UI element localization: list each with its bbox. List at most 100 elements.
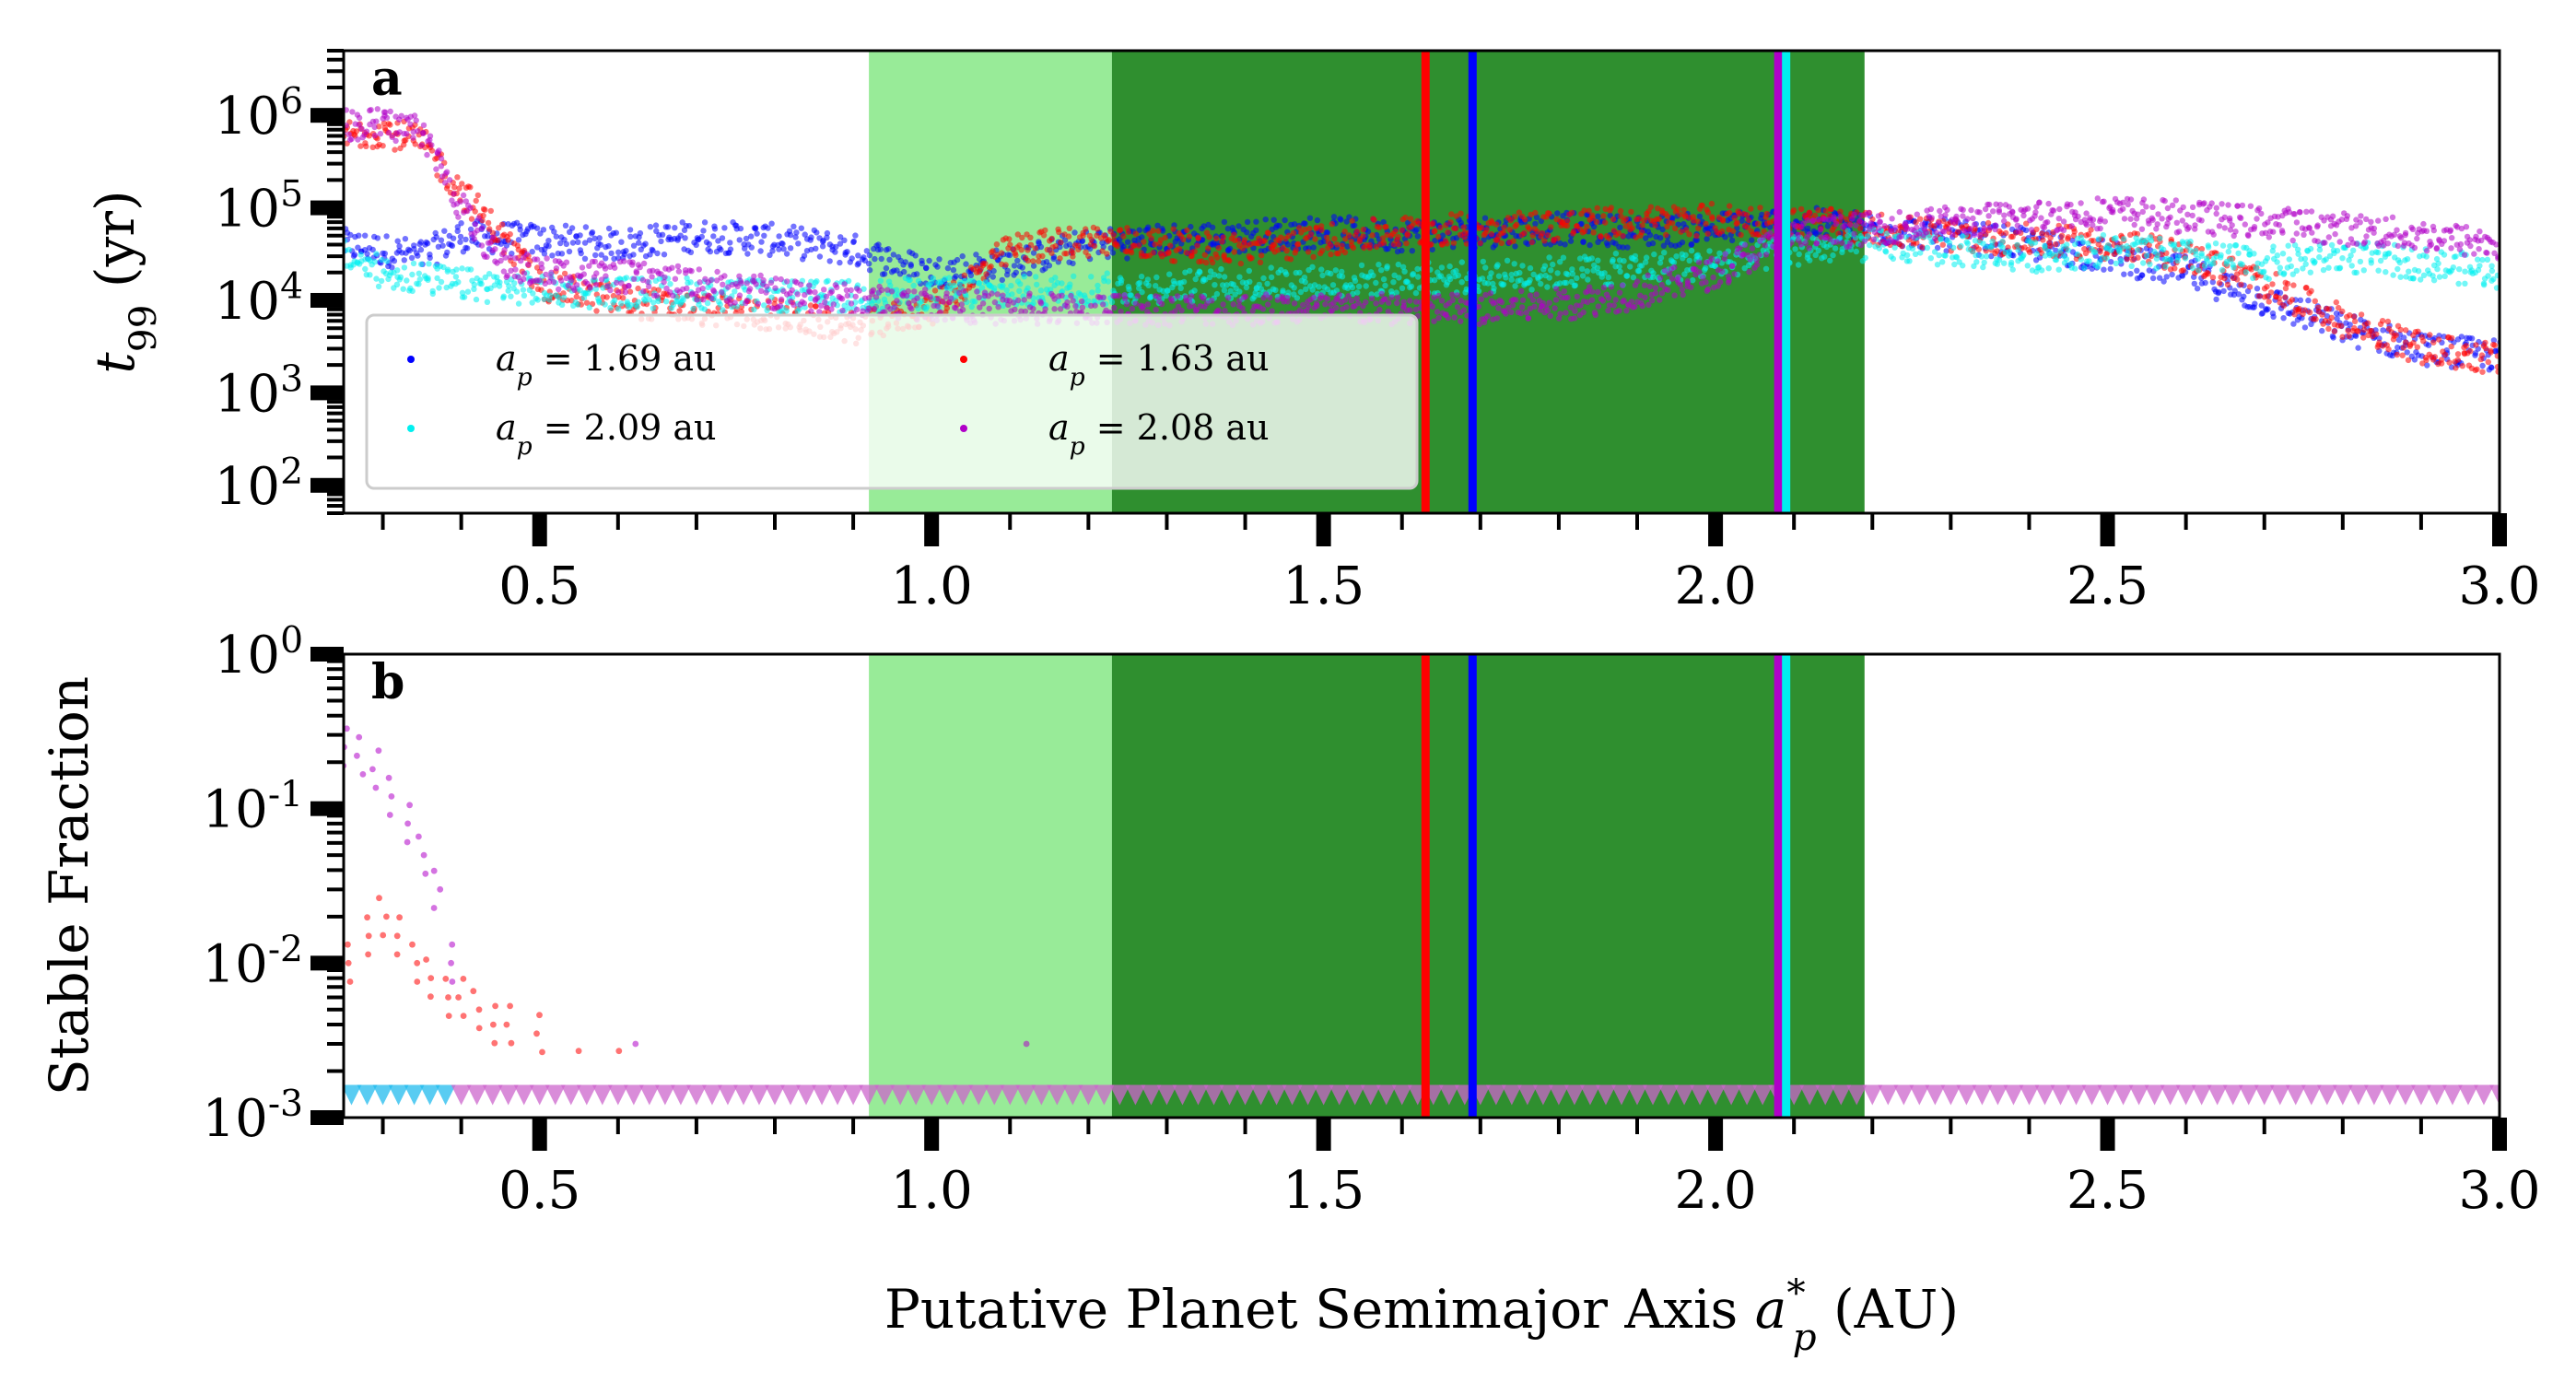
data-point <box>1390 279 1397 286</box>
data-point <box>2493 285 2500 291</box>
data-point <box>983 271 989 277</box>
data-point <box>1584 223 1590 230</box>
data-point <box>1227 287 1234 294</box>
data-point <box>385 129 392 136</box>
data-point <box>2395 336 2403 344</box>
data-point <box>1867 241 1873 249</box>
data-point <box>2042 252 2049 259</box>
data-point <box>2064 241 2070 248</box>
data-point <box>1014 257 1021 264</box>
data-point <box>2079 239 2087 245</box>
data-point <box>429 287 436 295</box>
data-point <box>1042 265 1048 272</box>
data-point <box>1651 251 1657 258</box>
data-point <box>2085 240 2091 247</box>
data-point <box>1310 294 1317 301</box>
data-point <box>1164 287 1171 294</box>
data-point <box>376 123 382 130</box>
data-point <box>814 295 821 301</box>
data-point <box>379 256 385 264</box>
data-point <box>1017 281 1024 287</box>
data-point <box>2293 267 2300 275</box>
data-point <box>1407 298 1413 304</box>
data-point <box>1382 282 1388 289</box>
data-point <box>816 253 824 260</box>
data-point <box>813 245 819 252</box>
data-point <box>369 144 376 150</box>
data-point <box>940 299 946 305</box>
data-point <box>1999 239 2006 245</box>
data-point <box>2235 250 2242 257</box>
data-point <box>2459 363 2465 369</box>
data-point <box>1011 263 1018 269</box>
data-point <box>1551 305 1558 311</box>
data-point <box>1191 287 1198 294</box>
data-point <box>1964 240 1971 247</box>
data-point <box>2058 232 2066 239</box>
data-point <box>512 266 519 273</box>
data-point <box>455 279 462 286</box>
data-point <box>451 184 458 191</box>
data-point <box>580 271 587 277</box>
data-point <box>1807 257 1813 264</box>
data-point <box>382 109 389 116</box>
data-point <box>2415 328 2421 334</box>
data-point <box>1906 258 1913 264</box>
data-point <box>597 241 604 248</box>
data-point <box>658 238 664 245</box>
data-point <box>823 304 830 310</box>
data-point <box>2246 284 2254 290</box>
data-point <box>375 283 382 290</box>
data-point <box>454 224 461 230</box>
data-point <box>911 288 918 295</box>
data-point <box>1985 219 1992 227</box>
data-point <box>2261 268 2267 275</box>
data-point <box>562 222 569 228</box>
data-point <box>1048 250 1055 256</box>
data-point <box>2364 320 2371 326</box>
data-point <box>826 258 833 264</box>
data-point <box>454 174 461 181</box>
data-point <box>664 224 672 230</box>
data-point <box>1206 234 1212 240</box>
data-point <box>473 197 479 205</box>
data-point <box>472 221 479 228</box>
data-point <box>738 309 744 315</box>
data-point <box>1057 255 1063 262</box>
data-point <box>990 267 997 275</box>
data-point <box>736 237 743 243</box>
data-point <box>2251 251 2257 257</box>
data-point <box>1610 258 1616 265</box>
data-point <box>650 267 656 274</box>
data-point <box>411 112 418 119</box>
data-point <box>396 243 403 250</box>
data-point <box>2071 228 2078 235</box>
data-point <box>2169 271 2175 278</box>
data-point <box>2291 241 2299 249</box>
data-point <box>828 306 835 312</box>
data-point <box>1656 216 1663 222</box>
data-point <box>1647 204 1655 210</box>
data-point <box>1137 279 1143 287</box>
data-point <box>640 288 647 295</box>
data-point <box>1564 271 1571 278</box>
data-point <box>772 285 779 291</box>
data-point <box>1385 245 1391 252</box>
data-point <box>434 172 440 179</box>
data-point <box>2320 266 2327 274</box>
data-point <box>2351 318 2359 324</box>
data-point <box>1339 274 1346 280</box>
data-point <box>707 248 714 255</box>
data-point <box>922 287 929 293</box>
data-point <box>1056 228 1062 236</box>
data-point <box>1259 306 1267 312</box>
data-point <box>2319 311 2325 318</box>
data-point <box>2140 260 2147 266</box>
data-point <box>934 264 941 270</box>
data-point <box>1547 312 1554 319</box>
data-point <box>2313 316 2319 322</box>
data-point <box>1118 227 1124 233</box>
data-point <box>533 256 541 263</box>
data-point <box>837 240 844 247</box>
data-point <box>2119 244 2125 251</box>
